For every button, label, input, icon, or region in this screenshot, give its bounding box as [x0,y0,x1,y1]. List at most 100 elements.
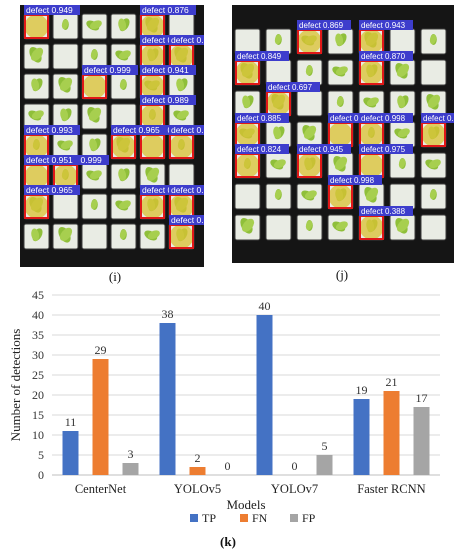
defect-highlight [24,164,49,189]
photo-panel-i: defect 0.949 defect 0.876 defect 0.999 defe… [20,5,204,267]
seedling-leaf [146,167,160,181]
defect-highlight [297,29,322,54]
x-tick-label: YOLOv5 [174,482,221,496]
detection-label-bg [24,155,80,165]
y-tick-label: 20 [32,388,44,402]
legend-label: FP [302,511,316,525]
detection-label: defect 0.998 [361,114,406,123]
data-label: 17 [416,391,428,405]
seedling-leaf [335,221,348,231]
bar-fn [189,467,206,475]
seedling-leaf [429,34,437,45]
seedling-leaf [427,94,441,108]
bar-fn [92,359,109,475]
detection-label: defect 0.941 [142,65,189,75]
caption-i: (i) [108,269,122,284]
defect-highlight [359,153,384,178]
y-tick-label: 10 [32,428,44,442]
seedling-leaf [396,218,410,232]
detection-label-bg [24,125,80,135]
defect-highlight [111,134,136,159]
defect-highlight [140,104,165,129]
defect-highlight [235,153,260,178]
defect-highlight [24,134,49,159]
data-label: 21 [386,375,398,389]
defect-highlight [140,74,165,99]
y-tick-label: 35 [32,328,44,342]
detection-label-bg [111,125,167,135]
detection-label: defect 0.870 [361,52,406,61]
defect-highlight [421,122,446,147]
defect-highlight [53,164,78,189]
detection-label: defect 0.965 [26,185,73,195]
seedling-leaf [31,228,40,241]
x-tick-label: YOLOv7 [271,482,318,496]
seedling-leaf [88,107,102,121]
y-axis-title: Number of detections [8,329,23,442]
data-label: 11 [65,415,77,429]
detection-label-bg [328,113,382,123]
tray-cell [234,28,261,55]
seedling-leaf [59,77,73,91]
defect-highlight [359,215,384,240]
seedling-leaf [89,138,98,151]
seedling-leaf [305,220,313,231]
data-label: 0 [292,459,298,473]
seedling-leaf [30,47,44,61]
seedling-leaf [90,199,98,210]
detection-label-bg [140,125,196,135]
tray-cell [52,193,79,220]
detection-label: defect 0.951 [26,155,73,165]
seedling-leaf [176,110,189,120]
detection-label-bg [266,82,320,92]
bar-tp [256,315,273,475]
defect-highlight [169,224,194,249]
seedling-leaf [304,190,317,200]
detection-label-bg [359,51,413,61]
detection-label: defect 0.965 [113,125,160,135]
detection-label: defect 0.998 [330,176,375,185]
seedling-leaf [60,108,69,121]
seedling-leaf [118,168,127,181]
defect-highlight [24,194,49,219]
defect-highlight [266,91,291,116]
defect-highlight [235,60,260,85]
legend-label: TP [202,511,216,525]
data-label: 5 [322,439,328,453]
y-tick-label: 25 [32,368,44,382]
detection-label-bg [140,35,196,45]
defect-highlight [140,44,165,69]
seedling-leaf [305,65,313,76]
seedling-leaf [334,156,348,170]
detection-label: defect 0.600 [423,114,454,123]
y-tick-label: 15 [32,408,44,422]
detection-label-bg [169,185,204,195]
detection-label-bg [24,185,80,195]
detection-label: defect 0.999 [171,185,204,195]
seedling-leaf [119,79,127,90]
x-tick-label: Faster RCNN [357,482,425,496]
detection-label: defect 0.993 [26,125,73,135]
detection-label: defect 0.824 [237,145,282,154]
bar-tp [62,431,79,475]
defect-highlight [169,44,194,69]
detection-image-j: defect 0.869 defect 0.943 defect 0.849 defe… [232,5,454,263]
seedling-leaf [241,218,255,232]
photo-panel-j: defect 0.869 defect 0.943 defect 0.849 defe… [232,5,454,263]
detection-label-bg [297,20,351,30]
tray-cell [265,59,292,86]
seedling-leaf [61,19,69,30]
seedling-leaf [31,78,40,91]
detection-label: defect 0.869 [299,21,344,30]
defect-highlight [140,14,165,39]
detection-label-bg [140,185,196,195]
seedling-leaf [60,140,73,150]
detection-label: defect 0.999 [171,125,204,135]
y-tick-label: 40 [32,308,44,322]
defect-highlight [140,134,165,159]
detection-label-bg [235,113,289,123]
detection-label: defect 0.849 [237,52,282,61]
seedling-leaf [397,128,410,138]
data-label: 2 [195,451,201,465]
detection-label-bg [82,65,138,75]
